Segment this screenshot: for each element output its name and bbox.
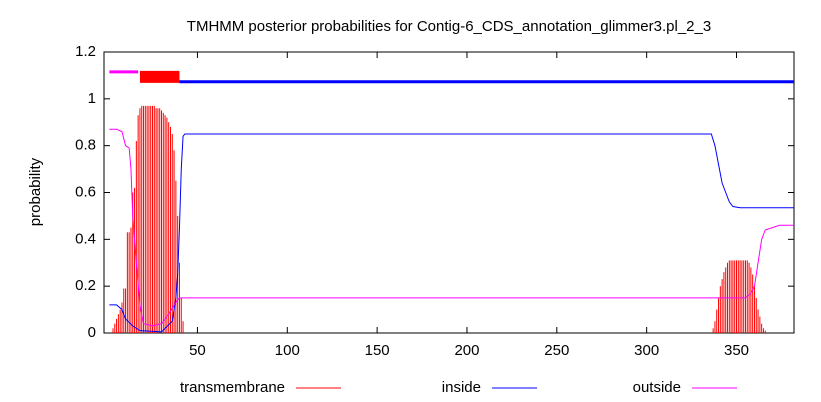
legend-label: inside <box>442 379 481 396</box>
y-axis-label: probability <box>27 157 44 226</box>
y-tick-label: 1 <box>88 90 96 107</box>
y-tick-label: 0.4 <box>75 230 96 247</box>
x-tick-label: 150 <box>365 342 390 359</box>
y-tick-label: 0.6 <box>75 183 96 200</box>
x-tick-label: 50 <box>189 342 206 359</box>
x-tick-label: 100 <box>275 342 300 359</box>
x-tick-label: 200 <box>454 342 479 359</box>
series-line <box>109 133 794 333</box>
chart-title: TMHMM posterior probabilities for Contig… <box>187 18 711 35</box>
y-tick-label: 0.8 <box>75 137 96 154</box>
x-tick-label: 300 <box>634 342 659 359</box>
y-tick-label: 0.2 <box>75 277 96 294</box>
x-tick-label: 250 <box>544 342 569 359</box>
x-tick-label: 350 <box>724 342 749 359</box>
legend-label: outside <box>633 379 681 396</box>
legend-label: transmembrane <box>180 379 285 396</box>
y-tick-label: 1.2 <box>75 43 96 60</box>
plot-frame <box>103 51 795 334</box>
y-tick-label: 0 <box>88 324 96 341</box>
series-line <box>109 128 794 327</box>
